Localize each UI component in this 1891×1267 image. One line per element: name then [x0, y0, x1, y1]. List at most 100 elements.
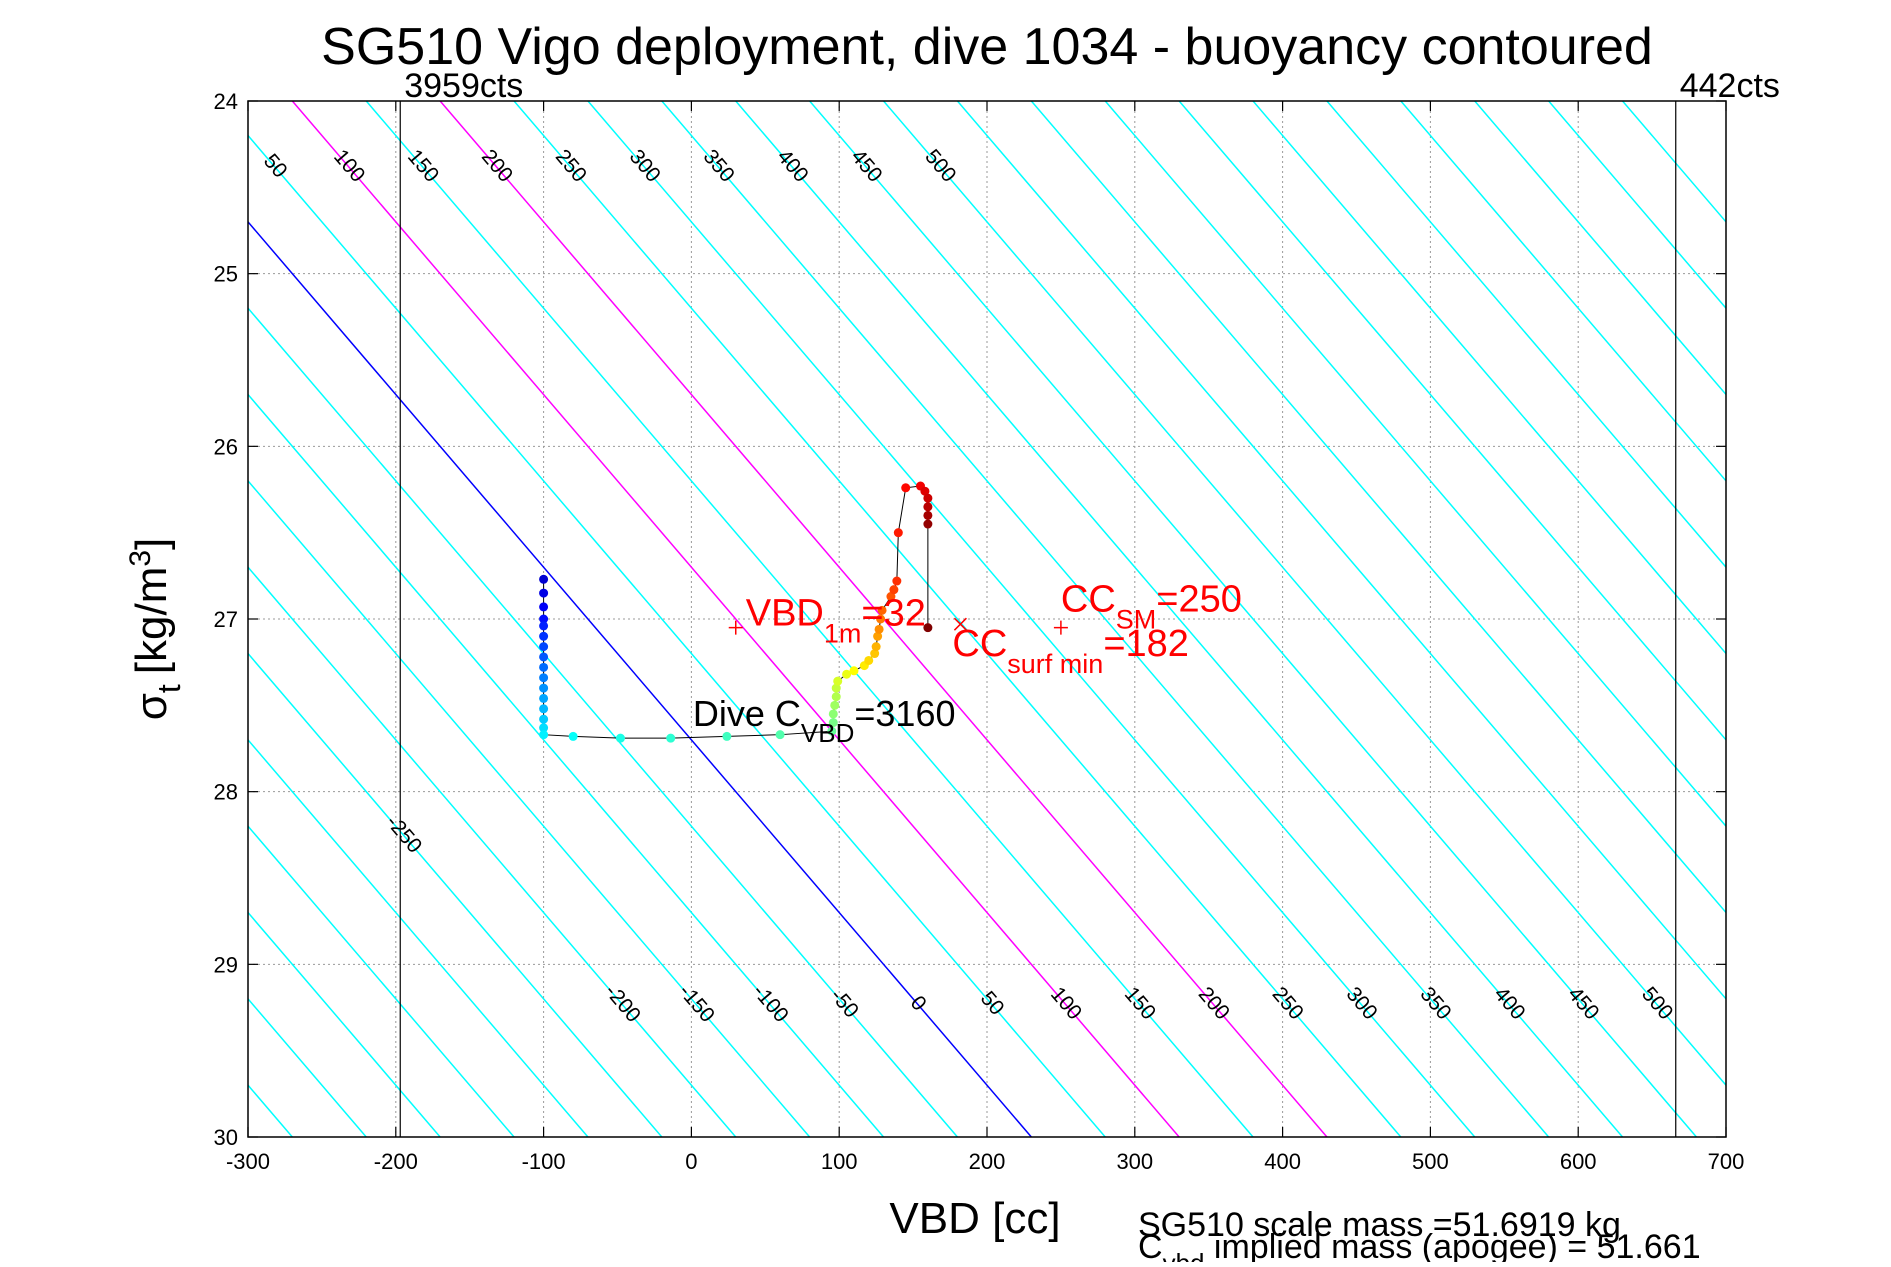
dive-point	[876, 614, 886, 624]
y-tick-label: 29	[214, 952, 238, 977]
dive-point	[539, 574, 549, 584]
dive-point	[828, 718, 838, 728]
dive-point	[892, 576, 902, 586]
axes: -300 -200 -100 0 100 200 300 400 500 600 700 24 25 26…	[214, 89, 1745, 1174]
dive-point	[877, 605, 887, 615]
marker-label-value: =182	[1103, 623, 1189, 665]
y-tick-label: 28	[214, 780, 238, 805]
y-label-units: [kg/m	[127, 567, 176, 675]
dive-point	[874, 624, 884, 634]
contour-line	[0, 101, 71, 1137]
y-tick-label: 26	[214, 434, 238, 459]
dive-point	[539, 588, 549, 598]
footer-c-symbol: C	[1138, 1228, 1163, 1262]
footer-implied-text: implied mass (apogee) = 51.661	[1204, 1228, 1700, 1262]
dive-point	[871, 642, 881, 652]
marker-label: CCSM=250	[1061, 579, 1242, 635]
dive-point	[539, 704, 549, 714]
y-axis-label: σt [kg/m3]	[124, 538, 187, 721]
dive-point	[568, 731, 578, 741]
contour-line	[248, 134, 1106, 1137]
contour-line	[1474, 101, 1726, 396]
dive-point	[849, 666, 859, 676]
x-tick-label: 600	[1560, 1149, 1597, 1174]
dive-point	[923, 502, 933, 512]
dive-point	[923, 623, 933, 633]
dive-point	[870, 649, 880, 659]
dive-cvbd-label: Dive CVBD=3160	[693, 693, 956, 748]
dive-point	[722, 731, 732, 741]
dive-point	[923, 493, 933, 503]
contour-line	[0, 101, 218, 1137]
marker-label-subscript: surf min	[1007, 649, 1103, 679]
contour-line	[882, 101, 1726, 1087]
dive-point	[539, 621, 549, 631]
dive-point	[923, 510, 933, 520]
marker-label-subscript: 1m	[824, 619, 862, 649]
x-tick-label: 700	[1708, 1149, 1745, 1174]
contour-line	[1400, 101, 1726, 483]
dive-point	[539, 642, 549, 652]
marker-label: CCsurf min=182	[952, 623, 1189, 679]
contour-line	[1621, 101, 1726, 224]
marker-label-main: CC	[1061, 579, 1116, 621]
contour-line	[365, 101, 1254, 1137]
marker-label-value: =250	[1156, 579, 1242, 621]
contour-line	[1548, 101, 1726, 310]
dive-series	[539, 481, 933, 743]
dive-point	[901, 483, 911, 493]
dive-point	[893, 528, 903, 538]
x-tick-label: 100	[821, 1149, 858, 1174]
dive-point	[539, 614, 549, 624]
x-tick-label: 300	[1116, 1149, 1153, 1174]
x-tick-label: 400	[1264, 1149, 1301, 1174]
x-tick-label: 200	[969, 1149, 1006, 1174]
contour-line	[248, 220, 1032, 1137]
y-tick-label: 27	[214, 607, 238, 632]
vbd-limit-lines: 3959cts 442cts	[399, 67, 1780, 1137]
dive-point	[920, 486, 930, 496]
contour-line	[248, 393, 885, 1137]
dive-point	[831, 692, 841, 702]
dive-point	[889, 585, 899, 595]
x-marker-b	[953, 617, 967, 631]
x-axis-label: VBD [cc]	[889, 1194, 1060, 1243]
dive-point	[539, 631, 549, 641]
vbd-limit-label: 442cts	[1680, 67, 1780, 105]
dive-point	[886, 592, 896, 602]
y-label-close: ]	[127, 538, 176, 550]
dive-point	[539, 673, 549, 683]
contour-line	[587, 101, 1476, 1137]
dive-point	[873, 631, 883, 641]
dive-point	[539, 683, 549, 693]
dive-point	[923, 519, 933, 529]
x-tick-label: 500	[1412, 1149, 1449, 1174]
dive-point	[775, 730, 785, 740]
contour-labels: 50 100 150 200 250 300 350 400 450 500-200 -150 -10…	[259, 145, 1677, 1027]
dive-point	[539, 662, 549, 672]
dive-cvbd-label-main: Dive C	[693, 693, 801, 734]
contour-line	[248, 825, 515, 1137]
dive-point	[539, 602, 549, 612]
dive-point	[615, 733, 625, 743]
dive-point	[539, 714, 549, 724]
marker-label-value: =32	[861, 593, 925, 635]
contour-line	[0, 101, 145, 1137]
contour-line	[809, 101, 1698, 1137]
contour-line	[956, 101, 1726, 1001]
buoyancy-contours	[0, 101, 1726, 1137]
grid-lines	[248, 101, 1726, 1137]
contour-line	[248, 911, 441, 1137]
marker-label-subscript: SM	[1116, 605, 1157, 635]
contour-line	[1326, 101, 1726, 569]
y-label-sub: t	[151, 684, 187, 693]
chart-title: SG510 Vigo deployment, dive 1034 - buoya…	[321, 18, 1653, 76]
footer-implied-mass: Cvbd implied mass (apogee) = 51.661	[1138, 1228, 1701, 1262]
y-tick-label: 25	[214, 262, 238, 287]
contour-line	[735, 101, 1624, 1137]
x-tick-label: -100	[522, 1149, 566, 1174]
dive-point	[539, 730, 549, 740]
svg-text:σt[kg/m3]: σt [kg/m3]	[124, 538, 187, 721]
